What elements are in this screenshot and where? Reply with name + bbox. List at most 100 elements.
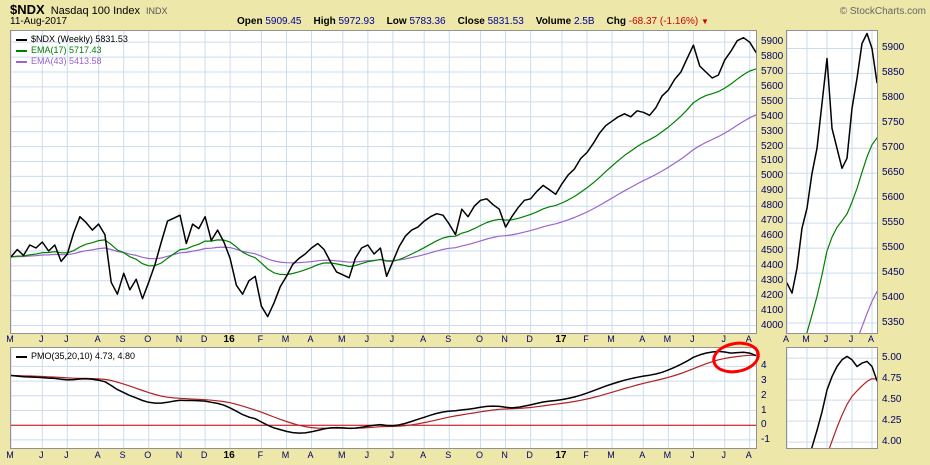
ndx-line-swatch [16, 38, 27, 41]
inset-ema17-line [806, 137, 877, 333]
x-axis-tick-label: M [6, 334, 14, 344]
symbol: $NDX [10, 2, 45, 17]
quote-row: 11-Aug-2017 Open 5909.45 High 5972.93 Lo… [10, 16, 926, 29]
pmo-legend: PMO(35,20,10) 4.73, 4.80 [16, 351, 135, 362]
x-axis-tick-label: J [39, 450, 44, 460]
inset-price-y-axis: 5900 5850 5800 5750 5700 5650 5600 5550 5500 5450… [880, 30, 924, 334]
y-axis-tick-label: 4.00 [882, 436, 902, 448]
x-axis-tick-label: J [389, 450, 395, 460]
y-axis-tick-label: 0 [761, 419, 767, 431]
x-axis-tick-label: A [867, 334, 874, 344]
y-axis-tick-label: 5500 [761, 95, 784, 107]
y-axis-tick-label: 4.75 [882, 373, 902, 385]
x-axis-tick-label: 17 [555, 334, 567, 345]
x-axis-tick-label: D [526, 450, 533, 460]
x-axis-tick-label: 16 [223, 450, 235, 461]
pmo-y-axis: 4 3 2 1 0 -1 [759, 347, 803, 449]
ema43-line-swatch [16, 60, 27, 63]
y-axis-tick-label: 5600 [761, 80, 784, 92]
x-axis-tick-label: O [476, 334, 484, 344]
y-axis-tick-label: 4 [761, 360, 767, 372]
y-axis-tick-label: 5000 [761, 170, 784, 182]
change-down-arrow-icon: ▼ [701, 17, 709, 26]
y-axis-tick-label: 5700 [761, 66, 784, 77]
quote-close-label: Close [457, 16, 485, 27]
pmo-chart [11, 348, 756, 448]
pmo-line [11, 350, 756, 434]
x-axis-tick-label: D [200, 450, 208, 460]
quote-change-label: Chg [606, 16, 626, 27]
quote-high-label: High [313, 16, 336, 27]
x-axis-tick-label: M [607, 450, 615, 460]
inset-pmo-panel [786, 347, 878, 449]
legend-ndx: $NDX (Weekly) 5831.53 [16, 34, 128, 44]
x-axis-tick-label: M [607, 334, 615, 344]
x-axis-tick-label: S [119, 450, 126, 460]
legend-ema17: EMA(17) 5717.43 [16, 45, 128, 55]
quote-volume: Volume 2.5B [536, 16, 595, 27]
y-axis-tick-label: 4700 [761, 215, 784, 227]
y-axis-tick-label: 4500 [761, 244, 784, 256]
x-axis-tick-label: J [823, 334, 829, 344]
y-axis-tick-label: 5200 [761, 140, 784, 152]
quote-volume-label: Volume [535, 16, 572, 27]
x-axis-tick-label: A [420, 450, 427, 460]
x-axis-tick-label: J [389, 334, 395, 344]
y-axis-tick-label: 5300 [761, 125, 784, 137]
y-axis-tick-label: 5500 [882, 242, 905, 254]
x-axis-tick-label: M [663, 334, 672, 344]
quote-high-value: 5972.93 [338, 16, 375, 27]
x-axis-tick-label: F [583, 450, 589, 460]
x-axis-tick-label: N [175, 450, 183, 460]
pmo-x-axis: M J J A S O N D 16 F M A M J J A S O N D 17 F M A M J J A [6, 450, 757, 462]
x-axis-tick-label: S [445, 450, 452, 460]
y-axis-tick-label: 5400 [882, 292, 905, 304]
pmo-signal-line [11, 354, 756, 429]
x-axis-tick-label: A [420, 334, 427, 344]
quote-open-label: Open [237, 16, 263, 27]
y-axis-tick-label: 5850 [882, 67, 905, 79]
quote-low: Low 5783.36 [387, 16, 446, 27]
y-axis-tick-label: 4000 [761, 319, 784, 331]
x-axis-tick-label: J [364, 450, 370, 460]
y-axis-tick-label: 4800 [761, 200, 784, 212]
legend-ema43: EMA(43) 5413.58 [16, 56, 128, 66]
y-axis-tick-label: 5550 [882, 217, 905, 229]
x-axis-tick-label: O [476, 450, 484, 460]
x-axis-tick-label: M [663, 450, 672, 460]
quote-open: Open 5909.45 [237, 16, 302, 27]
x-axis-tick-label: A [639, 450, 646, 460]
y-axis-tick-label: 5600 [882, 192, 905, 204]
x-axis-tick-label: A [307, 334, 314, 344]
x-axis-tick-label: A [639, 334, 646, 344]
quote-high: High 5972.93 [314, 16, 375, 27]
inset-price-panel [786, 30, 878, 334]
y-axis-tick-label: 4400 [761, 259, 784, 271]
x-axis-tick-label: M [281, 450, 290, 460]
y-axis-tick-label: 4100 [761, 304, 784, 316]
main-x-axis: M J J A S O N D 16 F M A M J J A S O N D 17 F M A M J J A [6, 334, 757, 346]
inset-pmo-line [810, 355, 877, 448]
inset-pmo-chart [787, 348, 877, 448]
exchange-label: INDX [145, 6, 168, 16]
quote-change-value: -68.37 (-1.16%) [628, 16, 699, 27]
copyright: © StockCharts.com [839, 6, 926, 17]
x-axis-tick-label: A [94, 450, 101, 460]
y-axis-tick-label: 5400 [761, 110, 784, 122]
x-axis-tick-label: O [144, 450, 152, 460]
x-axis-tick-label: M [281, 334, 290, 344]
x-axis-tick-label: N [175, 334, 183, 344]
x-axis-tick-label: F [257, 450, 264, 460]
main-price-legend: $NDX (Weekly) 5831.53 EMA(17) 5717.43 EM… [16, 34, 128, 67]
y-axis-tick-label: 5100 [761, 155, 784, 167]
x-axis-tick-label: M [802, 334, 810, 344]
quote-low-label: Low [386, 16, 407, 27]
y-axis-tick-label: 5700 [882, 142, 905, 154]
x-axis-tick-label: J [721, 334, 726, 344]
pmo-panel: PMO(35,20,10) 4.73, 4.80 [10, 347, 757, 449]
price-line [11, 36, 756, 318]
x-axis-tick-label: S [445, 334, 452, 344]
ema17-line [11, 68, 756, 276]
quote-low-value: 5783.36 [409, 16, 446, 27]
y-axis-tick-label: 4.50 [882, 394, 902, 406]
